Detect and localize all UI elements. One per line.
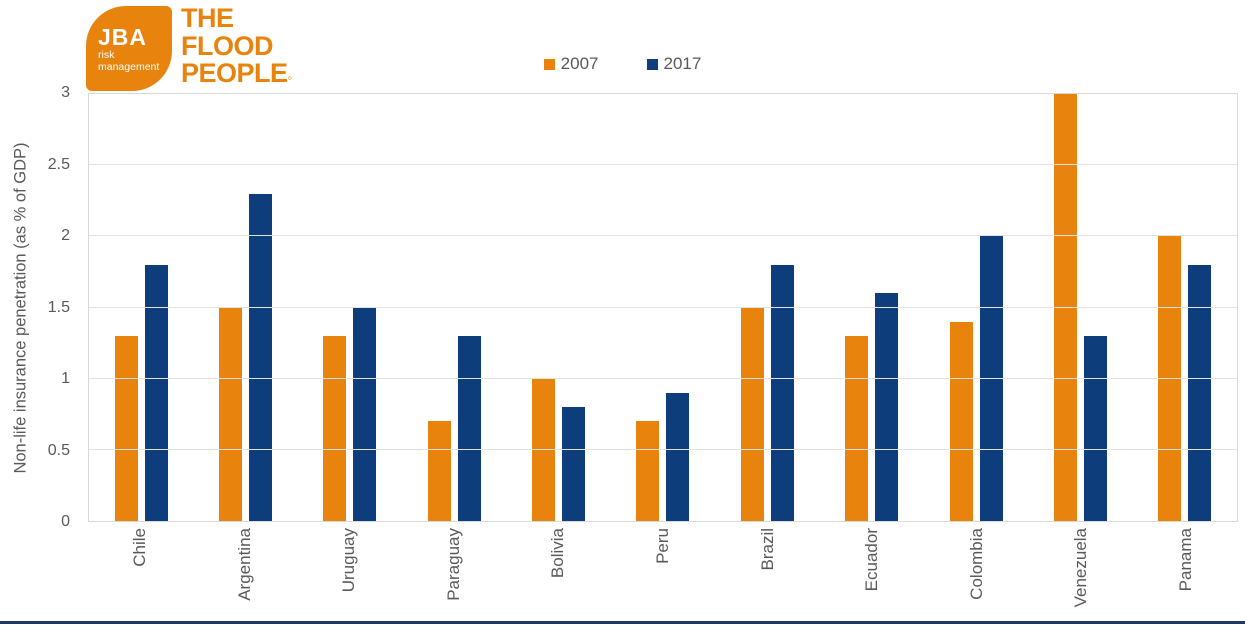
bar-2007-ecuador: [845, 335, 869, 521]
x-label-slot: Paraguay: [402, 528, 507, 601]
x-axis-label-colombia: Colombia: [966, 528, 986, 600]
bar-2017-brazil: [770, 264, 794, 521]
bar-2017-paraguay: [457, 335, 481, 521]
bar-2017-colombia: [979, 236, 1003, 521]
bar-group-chile: [89, 94, 193, 521]
legend-label: 2017: [663, 54, 702, 73]
x-label-slot: Uruguay: [297, 528, 402, 592]
x-label-slot: Brazil: [715, 528, 820, 571]
bar-group-colombia: [924, 94, 1028, 521]
y-axis-ticks: 0 0.5 1 1.5 2 2.5 3: [0, 85, 80, 530]
gridline: [89, 235, 1237, 237]
brand-line-people: PEOPLE◦: [181, 58, 293, 88]
x-label-slot: Venezuela: [1029, 528, 1134, 607]
x-label-slot: Peru: [611, 528, 716, 564]
x-label-slot: Chile: [88, 528, 193, 567]
x-axis-label-brazil: Brazil: [757, 528, 777, 571]
legend-swatch-2007: [543, 58, 555, 70]
x-label-slot: Ecuador: [820, 528, 925, 591]
legend-item-2017: 2017: [646, 54, 702, 74]
bar-group-venezuela: [1028, 94, 1132, 521]
bar-2007-venezuela: [1053, 94, 1077, 521]
bar-2007-peru: [636, 421, 660, 521]
brand-line-the: THE: [181, 3, 234, 33]
legend-item-2007: 2007: [543, 54, 599, 74]
legend-label: 2007: [560, 54, 599, 73]
legend-swatch-2017: [646, 58, 658, 70]
logo-tagline-management: management: [98, 60, 160, 73]
bar-2017-chile: [144, 264, 168, 521]
x-axis-label-paraguay: Paraguay: [443, 528, 463, 601]
x-axis-label-bolivia: Bolivia: [548, 528, 568, 579]
bar-group-brazil: [715, 94, 819, 521]
jba-logo: JBA risk management: [86, 6, 172, 91]
bar-group-uruguay: [298, 94, 402, 521]
bar-2007-paraguay: [427, 421, 451, 521]
bar-2007-panama: [1158, 236, 1182, 521]
x-axis-label-venezuela: Venezuela: [1071, 528, 1091, 608]
x-axis-label-peru: Peru: [653, 528, 672, 564]
x-label-slot: Panama: [1133, 528, 1238, 591]
plot-area: [88, 93, 1238, 522]
brand-dot: ◦: [287, 70, 293, 85]
x-label-slot: Bolivia: [506, 528, 611, 578]
bar-2017-peru: [666, 392, 690, 521]
brand-line-flood: FLOOD: [181, 30, 273, 61]
logo-tagline-risk: risk: [98, 48, 115, 61]
x-axis-labels: Chile Argentina Uruguay Paraguay Bolivia Peru…: [88, 528, 1238, 624]
x-axis-label-uruguay: Uruguay: [339, 528, 359, 593]
bar-group-bolivia: [506, 94, 610, 521]
bar-2017-panama: [1188, 264, 1212, 521]
bar-2017-bolivia: [562, 407, 586, 521]
y-tick-label: 3: [61, 84, 70, 101]
chart-legend: 2007 2017: [0, 54, 1245, 74]
y-tick-label: 0.5: [47, 441, 70, 459]
y-tick-label: 1.5: [47, 298, 70, 316]
bars-container: [89, 94, 1237, 521]
gridline: [89, 448, 1237, 450]
bar-2007-colombia: [949, 321, 973, 521]
y-tick-label: 1: [61, 370, 70, 388]
bar-group-paraguay: [402, 94, 506, 521]
bar-2017-ecuador: [875, 293, 899, 521]
x-axis-label-chile: Chile: [130, 528, 150, 567]
gridline: [89, 306, 1237, 308]
bar-group-argentina: [193, 94, 297, 521]
y-tick-label: 0: [61, 513, 70, 530]
x-axis-label-panama: Panama: [1175, 528, 1195, 592]
flood-people-wordmark: THE FLOOD PEOPLE◦: [181, 3, 293, 92]
bar-2017-venezuela: [1083, 335, 1107, 521]
bar-2007-brazil: [740, 307, 764, 521]
bar-group-ecuador: [820, 94, 924, 521]
x-label-slot: Argentina: [193, 528, 298, 601]
bar-2007-chile: [114, 335, 138, 521]
x-label-slot: Colombia: [924, 528, 1029, 600]
bar-2007-argentina: [219, 307, 243, 521]
bottom-border-rule: [0, 621, 1245, 624]
x-axis-label-ecuador: Ecuador: [862, 528, 882, 592]
bar-group-peru: [611, 94, 715, 521]
x-axis-label-argentina: Argentina: [234, 528, 254, 601]
bar-group-panama: [1133, 94, 1237, 521]
y-tick-label: 2: [61, 227, 70, 245]
gridline: [89, 164, 1237, 166]
bar-2017-argentina: [249, 193, 273, 521]
bar-2007-uruguay: [323, 335, 347, 521]
logo-jba-text: JBA: [98, 23, 148, 50]
y-tick-label: 2.5: [47, 155, 70, 173]
gridline: [89, 377, 1237, 379]
bar-2017-uruguay: [353, 307, 377, 521]
